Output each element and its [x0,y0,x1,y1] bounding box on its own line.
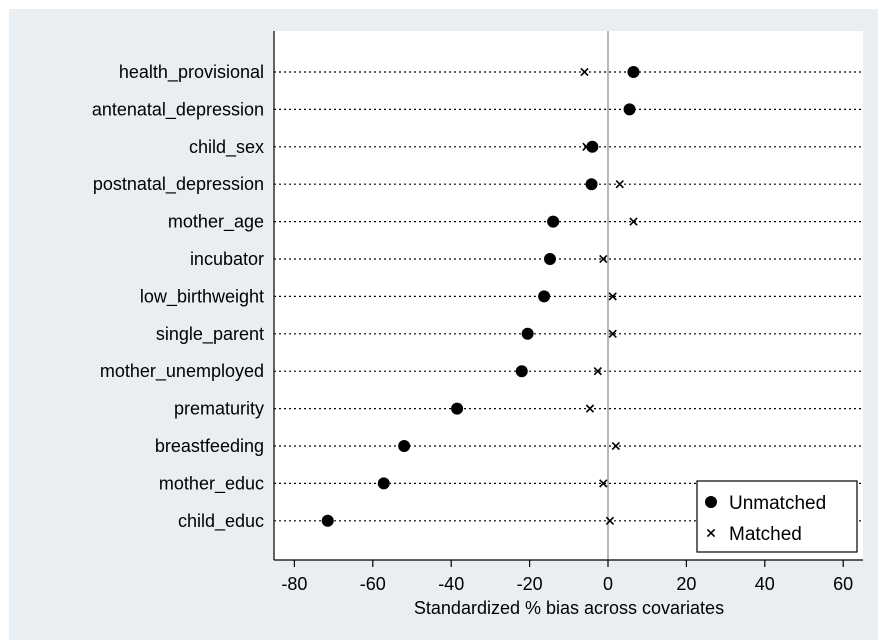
unmatched-point-low-birthweight [538,290,551,303]
x-tick-label--20: -20 [517,574,543,594]
x-tick-label-60: 60 [833,574,853,594]
unmatched-point-incubator [543,253,556,265]
unmatched-point-child-sex [586,140,599,153]
unmatched-point-mother-unemployed [515,365,528,378]
x-tick-label--60: -60 [360,574,386,594]
unmatched-point-prematurity [451,402,464,415]
category-label-incubator: incubator [190,249,264,269]
matched-point-single-parent [608,329,617,338]
category-label-child-sex: child_sex [189,137,264,158]
x-tick-label-0: 0 [603,574,613,594]
category-label-postnatal-depression: postnatal_depression [93,174,264,195]
legend-marker-unmatched [705,496,717,508]
category-label-child-educ: child_educ [178,511,264,532]
category-label-mother-unemployed: mother_unemployed [100,361,264,382]
x-tick-label-40: 40 [755,574,775,594]
matched-point-child-sex [582,142,591,151]
legend-label-unmatched: Unmatched [729,493,826,514]
unmatched-point-mother-age [547,215,560,228]
category-label-low-birthweight: low_birthweight [140,286,264,307]
unmatched-point-child-educ [321,514,334,527]
matched-point-postnatal-depression [615,180,624,189]
category-label-breastfeeding: breastfeeding [155,436,264,456]
matched-point-health-provisional [580,67,589,77]
matched-point-child-educ [605,516,615,525]
matched-point-mother-age [629,217,638,226]
category-label-antenatal-depression: antenatal_depression [92,99,264,120]
matched-point-mother-educ [599,479,608,488]
matched-point-incubator [599,254,608,264]
unmatched-point-health-provisional [627,66,640,78]
unmatched-point-mother-educ [377,477,390,490]
unmatched-point-postnatal-depression [585,178,598,191]
axes: -80 -60 -40 -20 0 20 40 60 Standardized % bias a… [273,31,863,618]
data-points [321,66,640,527]
category-label-single-parent: single_parent [156,324,264,345]
legend-box [696,480,858,553]
category-label-mother-educ: mother_educ [159,473,264,494]
unmatched-point-single-parent [521,327,534,340]
legend-marker-matched [706,528,716,538]
matched-point-breastfeeding [611,441,621,451]
category-label-prematurity: prematurity [174,399,264,419]
legend-label-matched: Matched [729,524,802,545]
unmatched-point-antenatal-depression [623,103,636,116]
matched-point-prematurity [585,404,595,413]
matched-point-low-birthweight [608,292,617,301]
category-label-mother-age: mother_age [168,212,264,233]
x-tick-label-20: 20 [676,574,696,594]
x-tick-label--80: -80 [281,574,307,594]
legend: Unmatched Matched [696,480,858,553]
category-label-health-provisional: health_provisional [119,62,264,83]
unmatched-point-breastfeeding [398,440,411,452]
matched-point-mother-unemployed [593,367,602,376]
plot-area [274,31,863,560]
x-axis-title: Standardized % bias across covariates [414,598,724,618]
x-tick-label--40: -40 [438,574,464,594]
